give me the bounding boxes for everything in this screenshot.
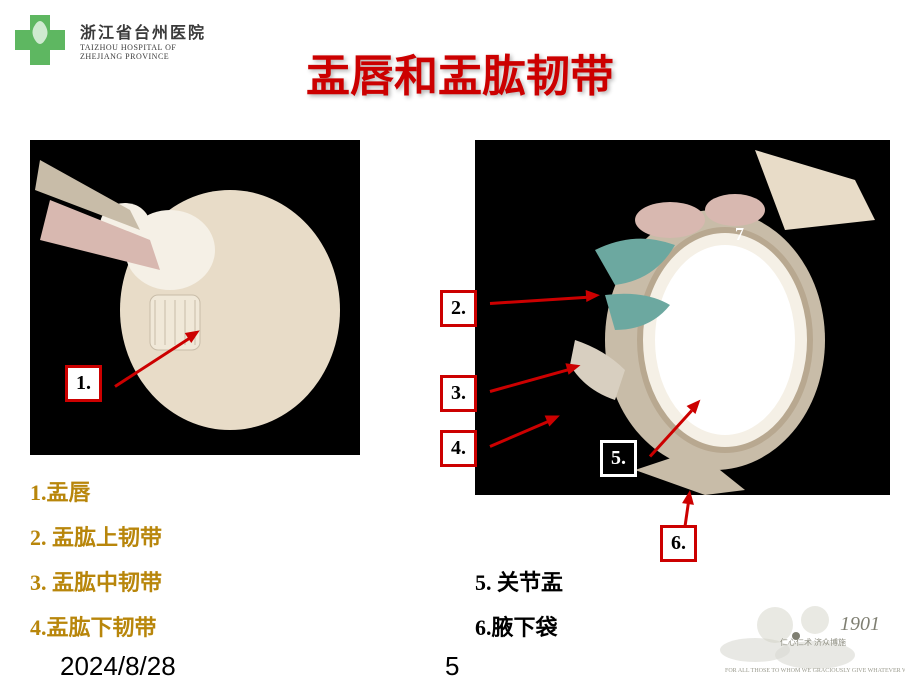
annotation-label-1: 1. [65, 365, 102, 402]
annotation-label-4: 4. [440, 430, 477, 467]
footer-page-number: 5 [445, 651, 459, 682]
annotation-label-6: 6. [660, 525, 697, 562]
annotation-arrow [684, 503, 690, 527]
marker-7: 7 [735, 224, 744, 244]
anatomy-image-left [30, 140, 360, 455]
legend-item-4: 4.盂肱下韧带 [30, 610, 157, 642]
legend-item-3: 3. 盂肱中韧带 [30, 565, 162, 597]
legend-item-5: 5. 关节盂 [475, 565, 563, 597]
annotation-label-2: 2. [440, 290, 477, 327]
watermark-icon: 1901 FOR ALL THOSE TO WHOM WE GRACIOUSLY… [665, 580, 905, 680]
annotation-arrow-head [682, 489, 696, 505]
annotation-label-3: 3. [440, 375, 477, 412]
svg-text:仁心仁术 济众博施: 仁心仁术 济众博施 [780, 637, 846, 647]
annotation-arrow-head [586, 289, 601, 302]
svg-text:1901: 1901 [840, 613, 880, 635]
legend-item-2: 2. 盂肱上韧带 [30, 520, 162, 552]
legend-item-1: 1.盂唇 [30, 475, 91, 507]
slide-title: 盂唇和盂肱韧带 [0, 40, 920, 104]
svg-text:FOR ALL THOSE TO WHOM WE GRACI: FOR ALL THOSE TO WHOM WE GRACIOUSLY GIVE… [725, 668, 905, 674]
anatomy-image-right: 7 [475, 140, 890, 495]
annotation-label-5: 5. [600, 440, 637, 477]
legend-item-6: 6.腋下袋 [475, 610, 558, 642]
footer-date: 2024/8/28 [60, 651, 176, 682]
